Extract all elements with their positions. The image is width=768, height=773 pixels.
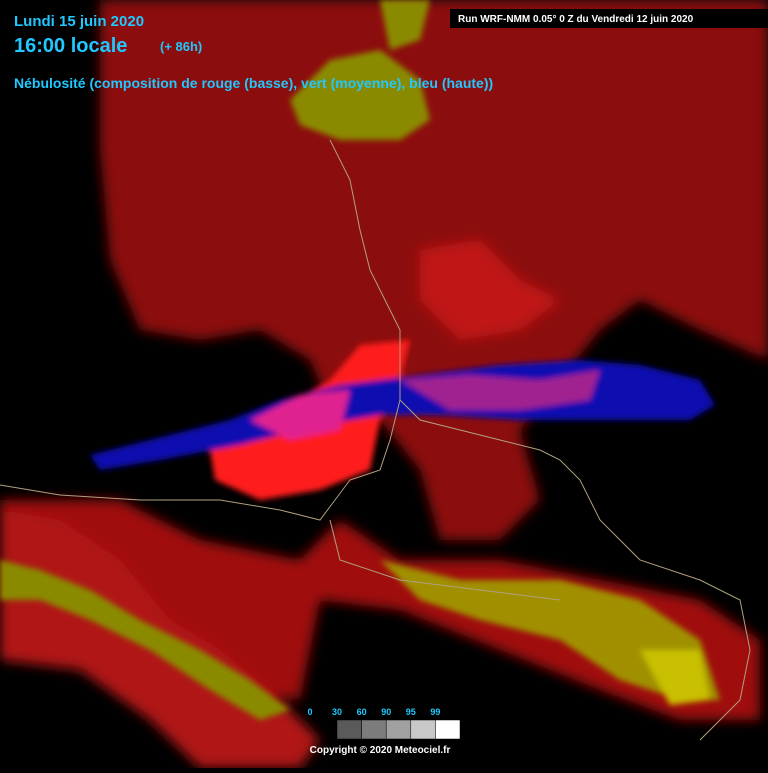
legend-label: 0 xyxy=(307,707,312,717)
legend-swatch xyxy=(410,719,436,740)
subtitle: Nébulosité (composition de rouge (basse)… xyxy=(14,75,493,91)
run-banner xyxy=(450,9,768,28)
copyright: Copyright © 2020 Meteociel.fr xyxy=(310,745,451,756)
legend-label: 30 xyxy=(332,707,342,717)
legend: 0 30 60 90 95 99 xyxy=(307,707,461,740)
legend-label: 90 xyxy=(381,707,391,717)
date: Lundi 15 juin 2020 xyxy=(14,13,144,30)
legend-label: 95 xyxy=(406,707,416,717)
legend-swatch xyxy=(361,719,387,740)
legend-swatch xyxy=(336,719,362,740)
run-info: Run WRF-NMM 0.05° 0 Z du Vendredi 12 jui… xyxy=(458,14,694,25)
legend-swatch xyxy=(435,719,461,740)
legend-swatch xyxy=(385,719,412,740)
legend-label: 99 xyxy=(430,707,440,717)
cloud-highlights xyxy=(0,0,720,720)
lead-time: (+ 86h) xyxy=(160,39,202,54)
local-time: 16:00 locale xyxy=(14,35,127,57)
coastlines xyxy=(0,139,751,741)
legend-label: 60 xyxy=(357,707,367,717)
